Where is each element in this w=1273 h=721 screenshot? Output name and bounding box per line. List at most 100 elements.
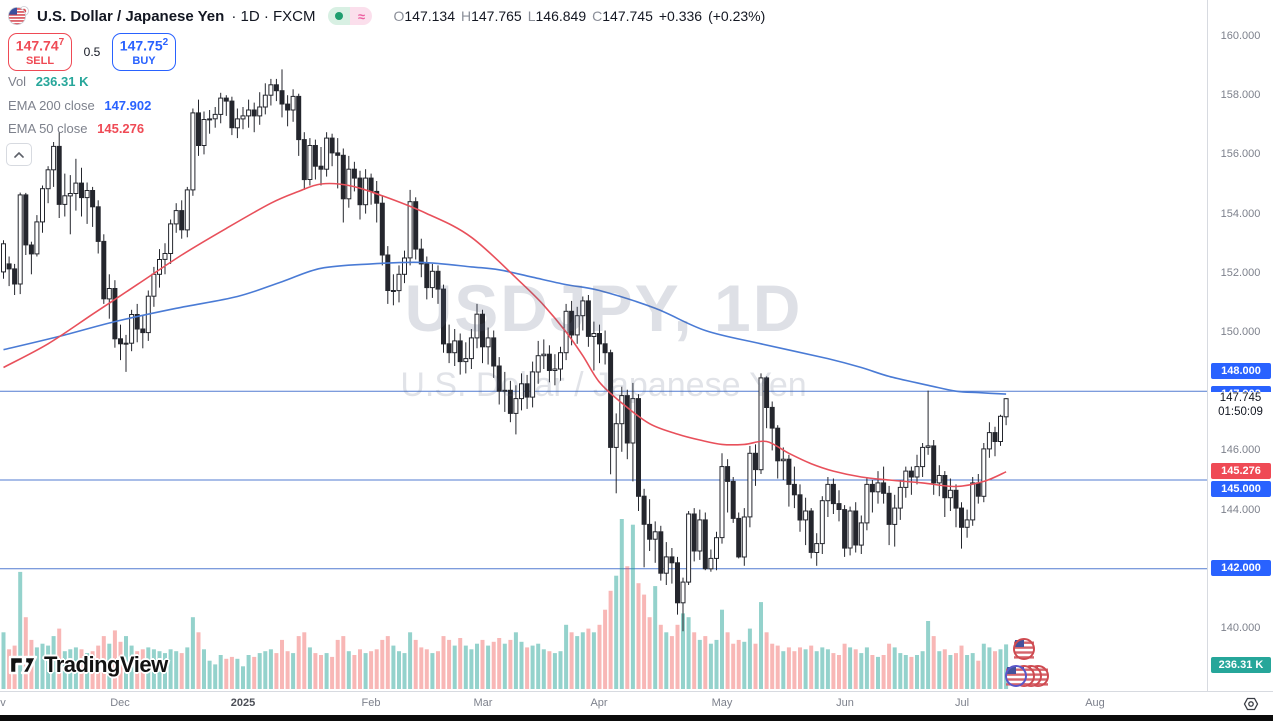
market-open-dot-icon[interactable] xyxy=(328,7,351,25)
candle[interactable] xyxy=(307,145,313,180)
symbol-header[interactable]: U.S. Dollar / Japanese Yen · 1D · FXCM ≈… xyxy=(7,6,765,26)
candle[interactable] xyxy=(608,352,614,448)
candle[interactable] xyxy=(452,340,458,354)
ema50-line[interactable] xyxy=(3,182,1007,488)
candle[interactable] xyxy=(162,253,168,260)
candle[interactable] xyxy=(853,510,859,546)
candle[interactable] xyxy=(786,458,792,485)
candle[interactable] xyxy=(791,483,797,496)
candle[interactable] xyxy=(363,177,369,206)
candle[interactable] xyxy=(12,268,18,285)
sell-button[interactable]: 147.747 SELL xyxy=(8,33,72,71)
candle[interactable] xyxy=(714,537,719,559)
candle[interactable] xyxy=(903,470,909,488)
time-axis[interactable]: Nov Dec 2025 Feb Mar Apr May Jun Jul Aug xyxy=(0,691,1273,715)
candle[interactable] xyxy=(602,343,608,354)
candle[interactable] xyxy=(67,193,73,197)
candle[interactable] xyxy=(374,190,380,204)
candle[interactable] xyxy=(396,273,402,292)
candle[interactable] xyxy=(340,154,346,200)
candle[interactable] xyxy=(435,270,441,290)
candle[interactable] xyxy=(95,206,101,242)
candle[interactable] xyxy=(669,556,675,564)
candle[interactable] xyxy=(218,97,224,115)
candle[interactable] xyxy=(686,513,692,583)
candle[interactable] xyxy=(591,333,597,337)
candle[interactable] xyxy=(480,313,485,348)
candle[interactable] xyxy=(619,395,625,425)
candle[interactable] xyxy=(318,165,324,170)
candle[interactable] xyxy=(335,152,341,156)
delayed-data-wave-icon[interactable]: ≈ xyxy=(350,7,373,25)
candle[interactable] xyxy=(558,352,563,370)
candle[interactable] xyxy=(585,300,591,337)
candle[interactable] xyxy=(769,406,775,429)
candle[interactable] xyxy=(240,115,246,120)
candle[interactable] xyxy=(502,389,508,392)
candle[interactable] xyxy=(73,182,79,195)
candle[interactable] xyxy=(992,432,998,443)
candle[interactable] xyxy=(970,482,976,521)
candle[interactable] xyxy=(118,338,123,345)
candle[interactable] xyxy=(830,483,836,505)
candle[interactable] xyxy=(196,112,201,146)
candle[interactable] xyxy=(285,103,291,111)
candle[interactable] xyxy=(290,95,296,111)
market-status[interactable]: ≈ xyxy=(328,7,373,25)
candle[interactable] xyxy=(875,482,881,493)
candle[interactable] xyxy=(301,139,307,181)
candle[interactable] xyxy=(981,448,987,497)
candle[interactable] xyxy=(814,543,820,553)
candle[interactable] xyxy=(28,244,34,255)
candle[interactable] xyxy=(407,201,413,259)
candle[interactable] xyxy=(251,109,257,117)
candle[interactable] xyxy=(647,523,653,540)
candle[interactable] xyxy=(346,168,352,200)
candle[interactable] xyxy=(630,398,636,444)
candle[interactable] xyxy=(368,177,374,192)
candle[interactable] xyxy=(491,337,497,367)
candles-layer[interactable] xyxy=(1,69,1009,632)
buy-button[interactable]: 147.752 BUY xyxy=(112,33,176,71)
legend-collapse-button[interactable] xyxy=(6,143,32,166)
candle[interactable] xyxy=(173,210,179,225)
candle[interactable] xyxy=(530,371,536,398)
candle[interactable] xyxy=(524,383,530,398)
candle[interactable] xyxy=(234,118,240,129)
candle[interactable] xyxy=(574,315,580,336)
candle[interactable] xyxy=(613,423,619,448)
candle[interactable] xyxy=(6,263,12,270)
candle[interactable] xyxy=(747,452,753,518)
candle[interactable] xyxy=(959,507,964,528)
candle[interactable] xyxy=(413,201,419,250)
candle[interactable] xyxy=(675,562,680,604)
candle[interactable] xyxy=(597,333,602,345)
candle[interactable] xyxy=(546,353,552,372)
price-axis[interactable]: 160.000 158.000 156.000 154.000 152.000 150.0… xyxy=(1207,0,1273,715)
ema200-indicator-row[interactable]: EMA 200 close 147.902 xyxy=(8,98,151,113)
candle[interactable] xyxy=(312,145,318,167)
candle[interactable] xyxy=(881,482,887,494)
candle[interactable] xyxy=(468,337,474,360)
candle[interactable] xyxy=(402,257,407,275)
candle[interactable] xyxy=(908,470,914,478)
candle[interactable] xyxy=(268,84,274,96)
candle[interactable] xyxy=(741,516,747,558)
candle[interactable] xyxy=(279,90,285,105)
candle[interactable] xyxy=(112,288,118,340)
candle[interactable] xyxy=(507,389,513,414)
candle[interactable] xyxy=(1,243,6,273)
candle[interactable] xyxy=(702,519,708,570)
candle[interactable] xyxy=(691,513,697,552)
candle[interactable] xyxy=(207,118,213,121)
candle[interactable] xyxy=(257,106,263,117)
candle[interactable] xyxy=(892,507,898,525)
candle[interactable] xyxy=(808,510,814,553)
candle[interactable] xyxy=(858,522,864,546)
candle[interactable] xyxy=(836,503,842,511)
candle[interactable] xyxy=(780,458,786,462)
candle[interactable] xyxy=(474,313,480,339)
candle[interactable] xyxy=(953,489,959,509)
candle[interactable] xyxy=(357,177,363,206)
candle[interactable] xyxy=(775,427,781,462)
